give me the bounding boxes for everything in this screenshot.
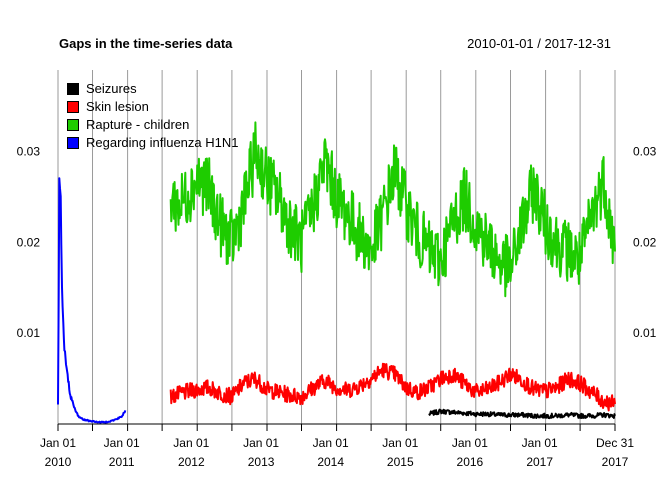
series-line-regarding-influenza-h1n1: [57, 177, 127, 424]
x-tick-label-year: 2012: [178, 455, 205, 469]
legend-item-rapture-children: Rapture - children: [67, 116, 238, 134]
legend-swatch-skin-lesion: [67, 101, 79, 113]
legend-swatch-rapture-children: [67, 119, 79, 131]
x-tick-label-year: 2014: [317, 455, 344, 469]
y-tick-label-left: 0.02: [17, 235, 41, 249]
legend-label-skin-lesion: Skin lesion: [86, 99, 149, 114]
x-tick-label-year: 2013: [248, 455, 275, 469]
y-tick-label-right: 0.01: [633, 326, 657, 340]
x-tick-label: Jan 01: [382, 436, 418, 450]
x-tick-label-year: 2010: [45, 455, 72, 469]
x-tick-label: Jan 01: [173, 436, 209, 450]
legend-label-seizures: Seizures: [86, 81, 137, 96]
series-layer: [57, 121, 616, 424]
legend-swatch-seizures: [67, 83, 79, 95]
x-tick-label: Jan 01: [452, 436, 488, 450]
x-tick-label-year: 2015: [387, 455, 414, 469]
x-tick-label: Jan 01: [104, 436, 140, 450]
x-tick-label: Jan 01: [522, 436, 558, 450]
x-tick-label-year: 2017: [602, 455, 629, 469]
legend-label-influenza: Regarding influenza H1N1: [86, 135, 239, 150]
series-line-skin-lesion: [169, 362, 616, 412]
series-line-seizures: [428, 408, 616, 420]
x-tick-label-year: 2016: [457, 455, 484, 469]
legend-item-influenza: Regarding influenza H1N1: [67, 134, 238, 152]
y-tick-label-right: 0.02: [633, 235, 657, 249]
legend-label-rapture-children: Rapture - children: [86, 117, 190, 132]
y-tick-label-left: 0.01: [17, 326, 41, 340]
x-tick-label: Jan 01: [313, 436, 349, 450]
x-tick-label-year: 2011: [109, 455, 135, 469]
date-range-label: 2010-01-01 / 2017-12-31: [467, 36, 611, 51]
x-tick-label: Dec 31: [596, 436, 634, 450]
y-tick-label-left: 0.03: [17, 145, 41, 159]
legend: Seizures Skin lesion Rapture - children …: [67, 80, 238, 152]
legend-item-seizures: Seizures: [67, 80, 238, 98]
axes: Jan 01 2010 Jan 01 2011 Jan 01 2012 Jan 01 2013…: [17, 145, 657, 469]
series-line-rapture-children: [169, 121, 616, 298]
legend-item-skin-lesion: Skin lesion: [67, 98, 238, 116]
y-tick-label-right: 0.03: [633, 145, 657, 159]
x-tick-label: Jan 01: [243, 436, 279, 450]
x-tick-label: Jan 01: [40, 436, 76, 450]
legend-swatch-influenza: [67, 137, 79, 149]
chart-title: Gaps in the time-series data: [59, 36, 233, 51]
x-tick-label-year: 2017: [526, 455, 553, 469]
